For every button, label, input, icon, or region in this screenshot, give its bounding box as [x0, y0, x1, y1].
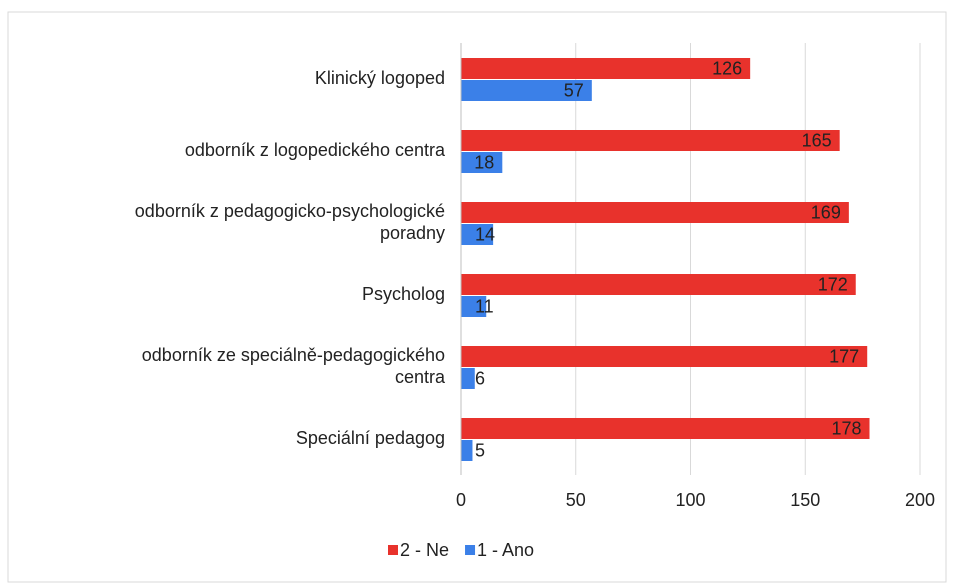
- bar: [461, 80, 592, 101]
- bar: [461, 296, 487, 317]
- data-label: 177: [829, 346, 859, 366]
- y-tick-label: Psycholog: [362, 284, 445, 304]
- legend-label: 2 - Ne: [400, 540, 449, 560]
- data-label: 14: [475, 224, 495, 244]
- data-label: 178: [831, 418, 861, 438]
- y-tick-label-line: centra: [395, 367, 446, 387]
- x-tick-label: 150: [790, 490, 820, 510]
- y-tick-label: Klinický logoped: [315, 68, 445, 88]
- bar: [461, 130, 840, 151]
- x-tick-label: 100: [675, 490, 705, 510]
- data-label: 169: [811, 202, 841, 222]
- legend-swatch: [388, 545, 398, 555]
- y-tick-label-line: poradny: [380, 223, 445, 243]
- bar: [461, 346, 868, 367]
- data-label: 18: [474, 152, 494, 172]
- bar: [461, 274, 856, 295]
- y-tick-label-line: odborník z pedagogicko-psychologické: [135, 201, 445, 221]
- data-label: 5: [475, 440, 485, 460]
- data-label: 172: [818, 274, 848, 294]
- bar: [461, 152, 503, 173]
- y-tick-label: odborník z logopedického centra: [185, 140, 446, 160]
- data-label: 6: [475, 368, 485, 388]
- x-tick-label: 200: [905, 490, 935, 510]
- x-tick-label: 50: [566, 490, 586, 510]
- bar: [461, 440, 473, 461]
- bar: [461, 418, 870, 439]
- data-label: 11: [475, 296, 494, 316]
- data-label: 57: [564, 80, 584, 100]
- x-tick-label: 0: [456, 490, 466, 510]
- bar: [461, 202, 849, 223]
- y-tick-label: odborník z pedagogicko-psychologické pora…: [135, 201, 445, 243]
- y-tick-label: odborník ze speciálně-pedagogického centr…: [142, 345, 446, 387]
- bar: [461, 224, 494, 245]
- y-tick-label-line: odborník ze speciálně-pedagogického: [142, 345, 445, 365]
- legend-label: 1 - Ano: [477, 540, 534, 560]
- y-tick-label: Speciální pedagog: [296, 428, 445, 448]
- data-label: 126: [712, 58, 742, 78]
- bar: [461, 368, 475, 389]
- legend-swatch: [465, 545, 476, 555]
- data-label: 165: [802, 130, 832, 150]
- bar: [461, 58, 751, 79]
